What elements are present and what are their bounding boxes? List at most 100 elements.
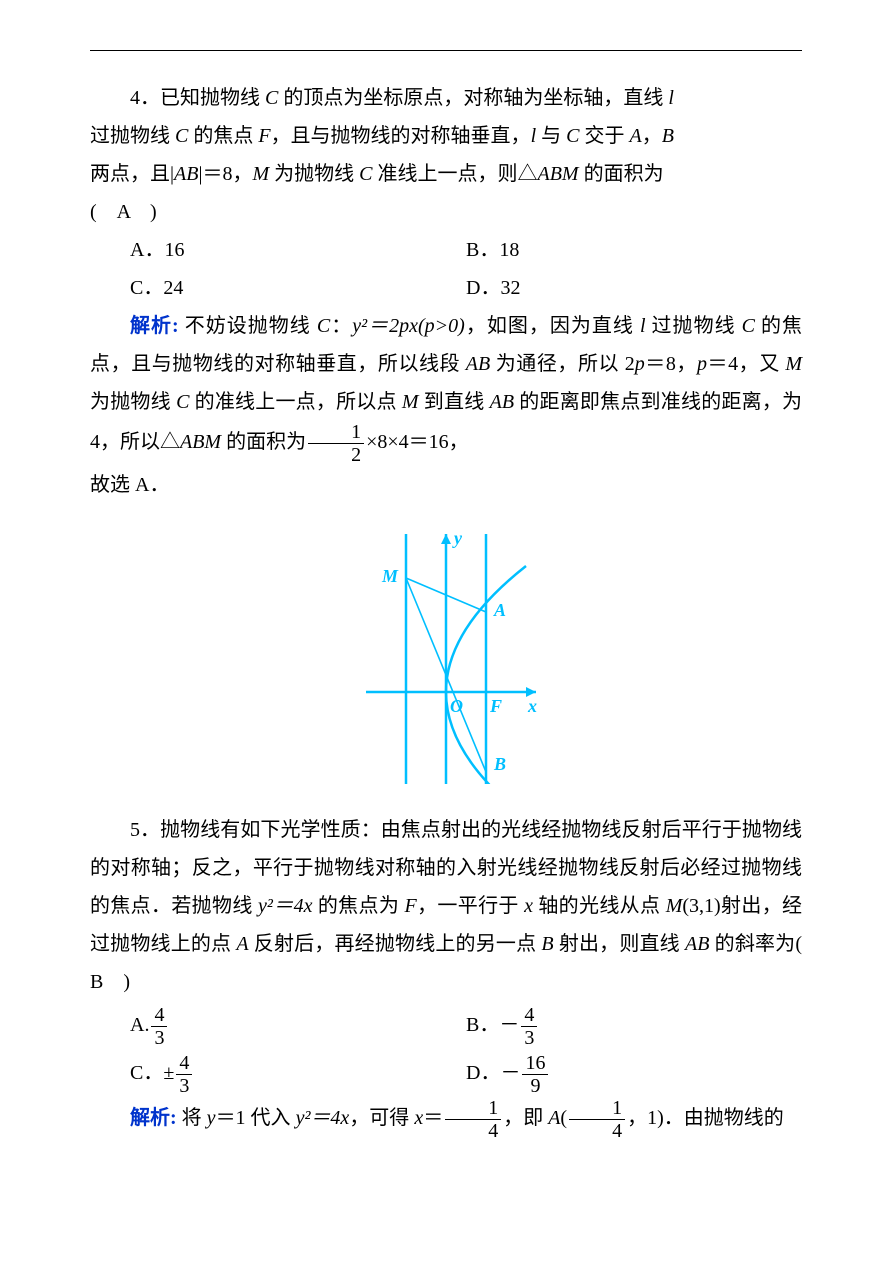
q4-stem-cont2: 两点，且|AB|＝8，M 为抛物线 C 准线上一点，则△ABM 的面积为 bbox=[90, 155, 802, 193]
numerator: 1 bbox=[308, 421, 364, 444]
text: ＝ bbox=[423, 1107, 443, 1129]
denominator: 9 bbox=[522, 1075, 548, 1097]
q4-options: A．16 B．18 C．24 D．32 bbox=[130, 231, 802, 307]
text: |＝8， bbox=[198, 163, 252, 185]
var-ABM: ABM bbox=[180, 431, 221, 453]
fraction: 169 bbox=[522, 1052, 548, 1097]
q5-options: A.43 B．－43 C．±43 D．－169 bbox=[130, 1001, 802, 1097]
var-C: C bbox=[359, 163, 372, 185]
var-p: p bbox=[697, 353, 707, 375]
var-F: F bbox=[405, 895, 417, 917]
text: 反射后，再经抛物线上的另一点 bbox=[249, 933, 542, 955]
text: ( bbox=[560, 1107, 567, 1129]
var-F: F bbox=[258, 125, 270, 147]
text: 故选 A． bbox=[90, 474, 169, 496]
text: 的面积为 bbox=[221, 431, 306, 453]
var-x: x bbox=[414, 1107, 423, 1129]
var-M: M bbox=[252, 163, 269, 185]
q4-option-B: B．18 bbox=[466, 231, 802, 269]
label-A: A bbox=[493, 600, 506, 620]
q4-option-D: D．32 bbox=[466, 269, 802, 307]
var-C: C bbox=[176, 391, 189, 413]
var-AB: AB bbox=[466, 353, 490, 375]
text: ，可得 bbox=[349, 1107, 414, 1129]
opt-label: A. bbox=[130, 1014, 149, 1036]
opt-label: D．－ bbox=[466, 1062, 520, 1084]
var-y: y bbox=[207, 1107, 216, 1129]
numerator: 4 bbox=[521, 1004, 537, 1027]
label-O: O bbox=[450, 696, 463, 716]
text: 的顶点为坐标原点，对称轴为坐标轴，直线 bbox=[278, 87, 668, 109]
text: ＝1 代入 bbox=[216, 1107, 296, 1129]
q4-answer-line: ( A ) bbox=[90, 193, 802, 231]
denominator: 4 bbox=[445, 1120, 501, 1142]
fraction: 43 bbox=[151, 1004, 167, 1049]
page: 4．已知抛物线 C 的顶点为坐标原点，对称轴为坐标轴，直线 l 过抛物线 C 的… bbox=[0, 0, 892, 1192]
eq: y²＝4x bbox=[296, 1107, 350, 1129]
opt-label: C．± bbox=[130, 1062, 174, 1084]
var-AB: AB bbox=[490, 391, 514, 413]
text: 射出，则直线 bbox=[554, 933, 685, 955]
text: 将 bbox=[182, 1107, 207, 1129]
var-l: l bbox=[668, 87, 674, 109]
text: ，一平行于 bbox=[417, 895, 524, 917]
label-M: M bbox=[381, 566, 399, 586]
text: 轴的光线从点 bbox=[533, 895, 666, 917]
analysis-label: 解析: bbox=[130, 315, 179, 337]
numerator: 16 bbox=[522, 1052, 548, 1075]
text: ： bbox=[330, 315, 352, 337]
var-C: C bbox=[566, 125, 579, 147]
q5-number: 5 bbox=[130, 819, 140, 841]
text: 准线上一点，则△ bbox=[372, 163, 537, 185]
var-C: C bbox=[265, 87, 278, 109]
var-p: p bbox=[635, 353, 645, 375]
text: ，如图，因为直线 bbox=[465, 315, 640, 337]
fraction: 43 bbox=[521, 1004, 537, 1049]
coord: (3,1) bbox=[682, 895, 720, 917]
numerator: 4 bbox=[176, 1052, 192, 1075]
text: 过抛物线 bbox=[90, 125, 175, 147]
denominator: 3 bbox=[176, 1075, 192, 1097]
text: 过抛物线 bbox=[646, 315, 742, 337]
parabola-diagram: y x M A B O F bbox=[346, 514, 546, 784]
text: 与 bbox=[536, 125, 566, 147]
var-x: x bbox=[524, 895, 533, 917]
text: 为通径，所以 2 bbox=[490, 353, 635, 375]
eq: y²＝4x bbox=[258, 895, 312, 917]
denominator: 3 bbox=[521, 1027, 537, 1049]
q4-stem: 4．已知抛物线 C 的顶点为坐标原点，对称轴为坐标轴，直线 l bbox=[90, 79, 802, 117]
var-C: C bbox=[742, 315, 755, 337]
text: ， bbox=[642, 125, 662, 147]
text: ．已知抛物线 bbox=[140, 87, 265, 109]
opt-label: B．－ bbox=[466, 1014, 519, 1036]
var-B: B bbox=[541, 933, 553, 955]
text: ＝4，又 bbox=[707, 353, 785, 375]
q4-number: 4 bbox=[130, 87, 140, 109]
numerator: 1 bbox=[445, 1097, 501, 1120]
text: ×8×4＝16， bbox=[366, 431, 469, 453]
label-B: B bbox=[493, 754, 506, 774]
var-B: B bbox=[662, 125, 674, 147]
var-M: M bbox=[402, 391, 419, 413]
label-y: y bbox=[452, 528, 463, 548]
q5-option-C: C．±43 bbox=[130, 1049, 466, 1097]
denominator: 2 bbox=[308, 444, 364, 466]
q5-stem: 5．抛物线有如下光学性质：由焦点射出的光线经抛物线反射后平行于抛物线的对称轴；反… bbox=[90, 811, 802, 1001]
q4-analysis-end: 故选 A． bbox=[90, 466, 802, 504]
q4-option-A: A．16 bbox=[130, 231, 466, 269]
text: ，即 bbox=[503, 1107, 548, 1129]
top-rule bbox=[90, 50, 802, 51]
q4-option-C: C．24 bbox=[130, 269, 466, 307]
text: 为抛物线 bbox=[269, 163, 359, 185]
text: 的面积为 bbox=[579, 163, 664, 185]
var-C: C bbox=[317, 315, 330, 337]
q4-stem-cont: 过抛物线 C 的焦点 F，且与抛物线的对称轴垂直，l 与 C 交于 A，B bbox=[90, 117, 802, 155]
fraction: 14 bbox=[569, 1097, 625, 1142]
fraction: 14 bbox=[445, 1097, 501, 1142]
text: 两点，且| bbox=[90, 163, 174, 185]
var-C: C bbox=[175, 125, 188, 147]
var-A: A bbox=[236, 933, 248, 955]
var-AB: AB bbox=[174, 163, 198, 185]
var-A: A bbox=[548, 1107, 560, 1129]
denominator: 4 bbox=[569, 1120, 625, 1142]
